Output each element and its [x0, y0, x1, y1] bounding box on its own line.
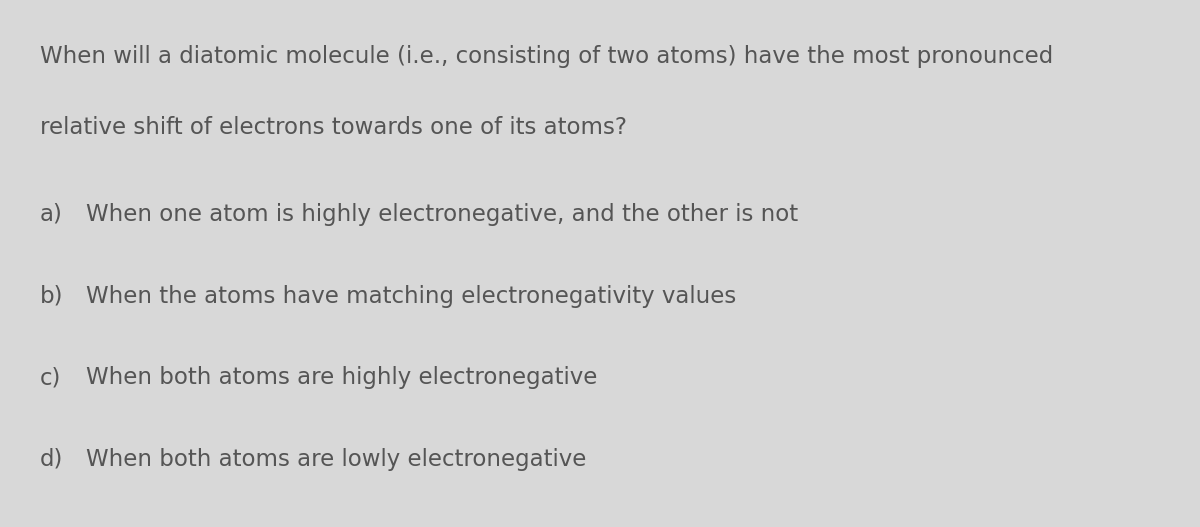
Text: When one atom is highly electronegative, and the other is not: When one atom is highly electronegative,…: [86, 203, 798, 226]
Text: b): b): [40, 285, 64, 308]
Text: When both atoms are highly electronegative: When both atoms are highly electronegati…: [86, 366, 598, 389]
Text: When will a diatomic molecule (i.e., consisting of two atoms) have the most pron: When will a diatomic molecule (i.e., con…: [40, 45, 1052, 68]
Text: a): a): [40, 203, 62, 226]
Text: relative shift of electrons towards one of its atoms?: relative shift of electrons towards one …: [40, 116, 626, 139]
Text: d): d): [40, 448, 62, 471]
Text: When the atoms have matching electronegativity values: When the atoms have matching electronega…: [86, 285, 737, 308]
Text: c): c): [40, 366, 61, 389]
Text: When both atoms are lowly electronegative: When both atoms are lowly electronegativ…: [86, 448, 587, 471]
